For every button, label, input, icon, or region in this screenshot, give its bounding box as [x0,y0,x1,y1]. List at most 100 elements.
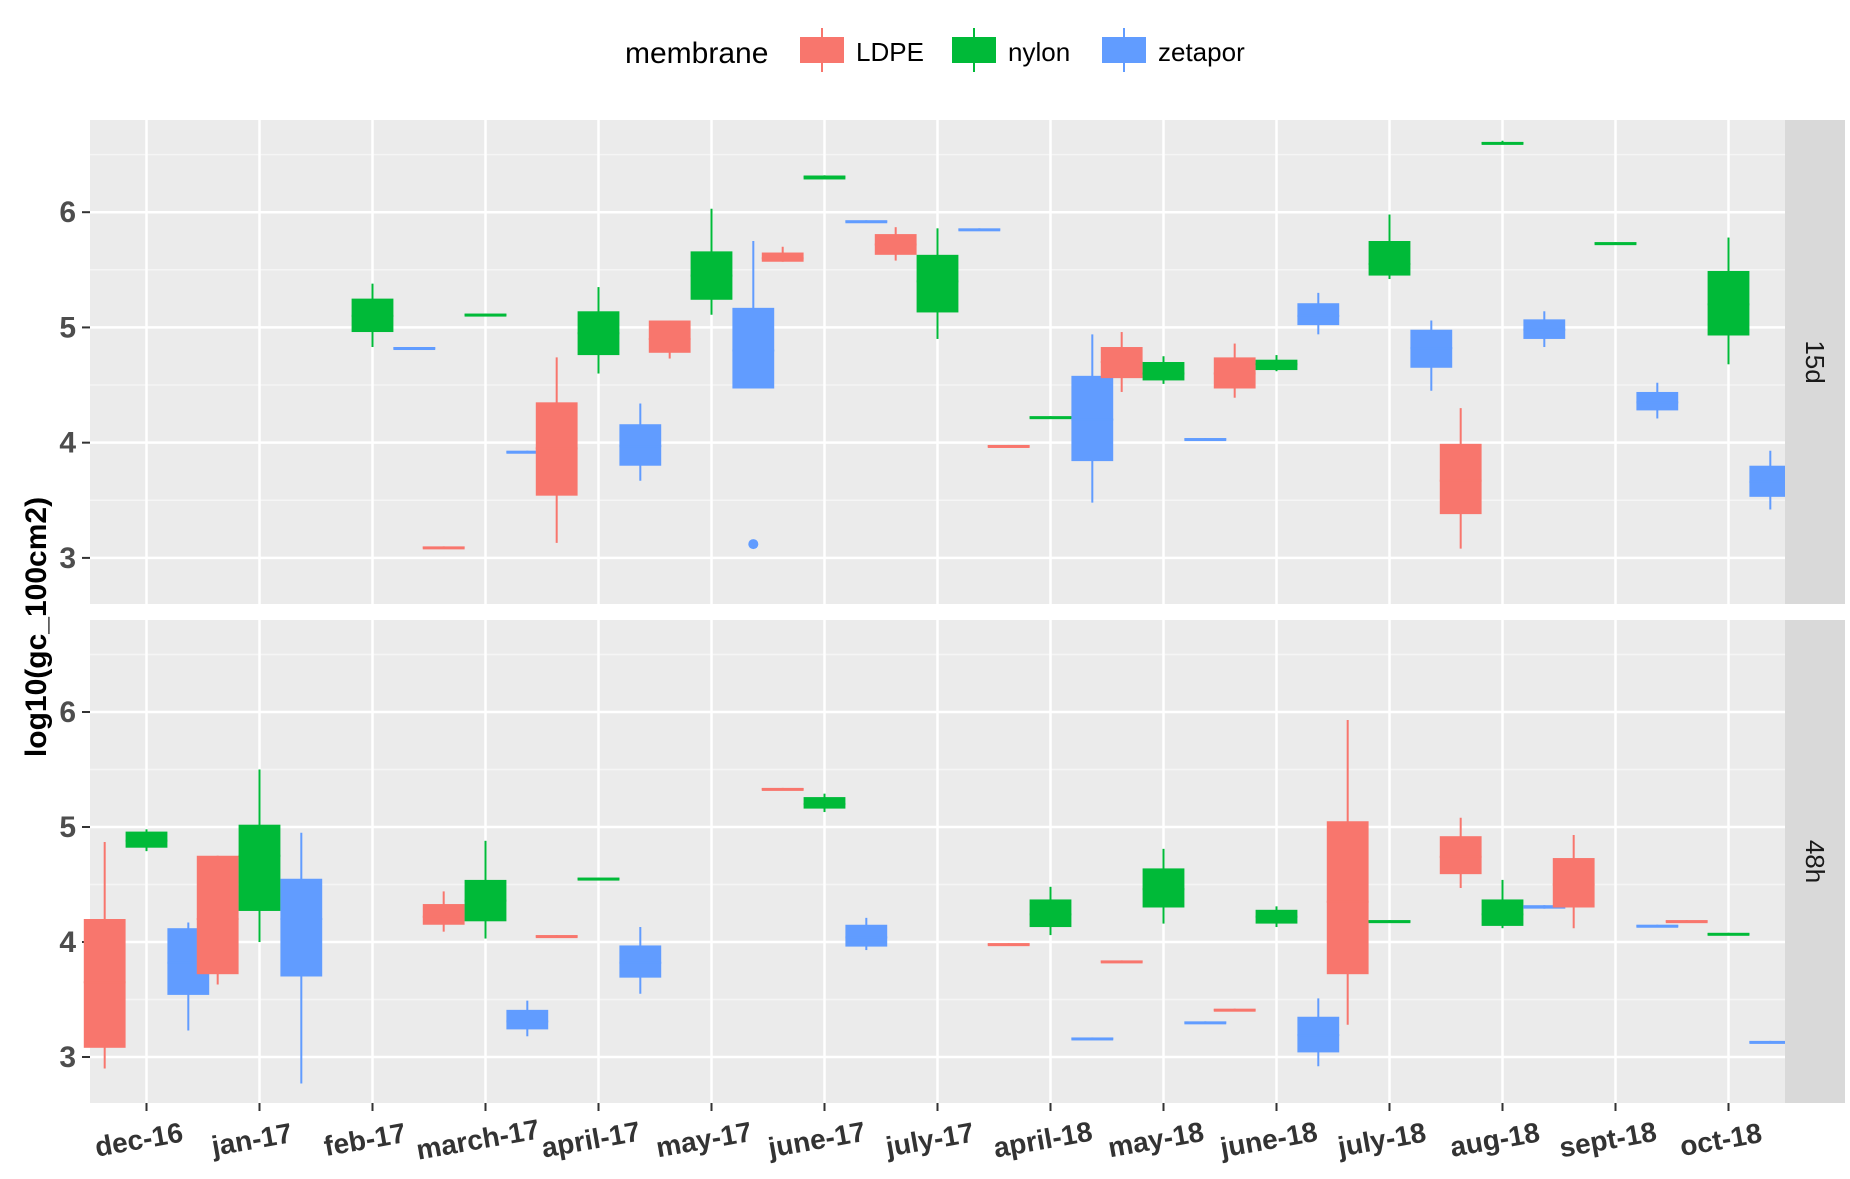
box-nylon-april-17 [577,287,620,374]
box-ldpe-may-18 [1100,332,1143,392]
box-body [803,797,846,809]
box-body [1368,241,1411,276]
x-tick-label: july-17 [882,1117,976,1163]
y-tick-label: 3 [59,542,76,575]
x-tick-label: aug-18 [1448,1117,1542,1163]
box-ldpe-march-17 [422,891,465,932]
box-zetapor-may-18 [1184,438,1227,442]
box-zetapor-aug-18 [1523,311,1566,348]
box-zetapor-sept-18 [1636,382,1679,419]
box-nylon-june-17 [803,793,846,813]
box-nylon-may-18 [1142,848,1185,924]
box-body [648,320,691,353]
box-nylon-aug-18 [1481,140,1524,145]
legend-item-zetapor: zetapor [1102,28,1245,72]
box-nylon-june-17 [803,175,846,180]
box-body [238,824,281,911]
box-ldpe-april-17 [535,935,578,939]
box-zetapor-oct-18 [1749,1040,1792,1044]
box-zetapor-march-17 [506,1000,549,1037]
y-tick-label: 6 [59,696,76,729]
box-zetapor-june-18 [1297,292,1340,335]
box-body [1297,303,1340,326]
box-body [506,1009,549,1030]
box-nylon-july-18 [1368,214,1411,280]
box-zetapor-june-17 [845,917,888,951]
box-body [619,945,662,978]
box-ldpe-july-18 [1326,720,1369,1025]
x-tick-label: may-17 [654,1116,754,1163]
y-tick-label: 4 [59,427,76,460]
box-ldpe-june-17 [761,246,804,262]
y-tick-label: 6 [59,196,76,229]
x-tick-label: june-18 [1217,1116,1320,1164]
box-zetapor-may-17 [732,241,775,550]
box-nylon-april-18 [1029,886,1072,936]
box-body [845,924,888,947]
legend-key-nylon [952,37,996,63]
x-tick-label: may-18 [1106,1116,1206,1163]
legend-item-nylon: nylon [952,28,1070,72]
x-tick-label: dec-16 [92,1117,185,1163]
box-nylon-july-17 [916,228,959,339]
box-zetapor-oct-18 [1749,450,1792,510]
facet-strip-label: 15d [1800,340,1830,383]
box-nylon-sept-18 [1594,242,1637,246]
box-zetapor-april-18 [1071,334,1114,503]
box-nylon-july-18 [1368,920,1411,924]
box-body [1326,821,1369,975]
y-tick-label: 5 [59,811,76,844]
legend-label-ldpe: LDPE [856,37,924,67]
box-nylon-oct-18 [1707,237,1750,365]
box-ldpe-sept-18 [1552,835,1595,929]
box-body [83,919,126,1048]
box-body [1552,858,1595,908]
box-zetapor-may-18 [1184,1021,1227,1025]
box-nylon-feb-17 [351,283,394,348]
box-nylon-may-17 [690,208,733,315]
box-nylon-aug-18 [1481,879,1524,929]
box-body [1142,868,1185,908]
box-body [1071,375,1114,462]
box-body [196,855,239,975]
y-tick-label: 5 [59,311,76,344]
box-body [1636,391,1679,411]
box-nylon-march-17 [464,840,507,939]
box-body [732,307,775,389]
box-ldpe-aug-18 [1439,408,1482,549]
box-body [1707,270,1750,336]
box-ldpe-jan-17 [196,855,239,985]
legend-key-zetapor [1102,37,1146,63]
box-nylon-april-17 [577,877,620,881]
x-tick-label: jan-17 [208,1117,294,1162]
box-body [803,176,846,180]
facet-strip-label: 48h [1800,840,1830,883]
legend-title: membrane [625,37,768,70]
panel-15d: 3 4 5 6 15d [59,120,1845,604]
x-tick-label: june-17 [765,1116,868,1164]
box-body [1439,443,1482,515]
box-nylon-june-18 [1255,355,1298,372]
x-tick-label: oct-18 [1678,1117,1765,1162]
box-body [280,878,323,977]
y-tick-label: 3 [59,1041,76,1074]
box-ldpe-april-18 [987,444,1030,448]
box-body [761,252,804,262]
box-nylon-march-17 [464,313,507,317]
box-body [619,424,662,466]
legend: membrane LDPE nylon zetapor [625,28,1245,72]
box-body [422,904,465,925]
box-ldpe-march-17 [422,546,465,550]
box-body [916,254,959,313]
box-zetapor-feb-17 [393,347,436,351]
box-nylon-june-18 [1255,906,1298,928]
box-zetapor-april-17 [619,927,662,994]
box-nylon-april-18 [1029,416,1072,420]
box-zetapor-june-18 [1297,998,1340,1067]
x-tick-label: april-17 [539,1116,642,1164]
x-tick-label: march-17 [414,1114,542,1166]
box-ldpe-oct-18 [1665,920,1708,924]
box-zetapor-july-17 [958,228,1001,232]
legend-item-ldpe: LDPE [800,28,924,72]
